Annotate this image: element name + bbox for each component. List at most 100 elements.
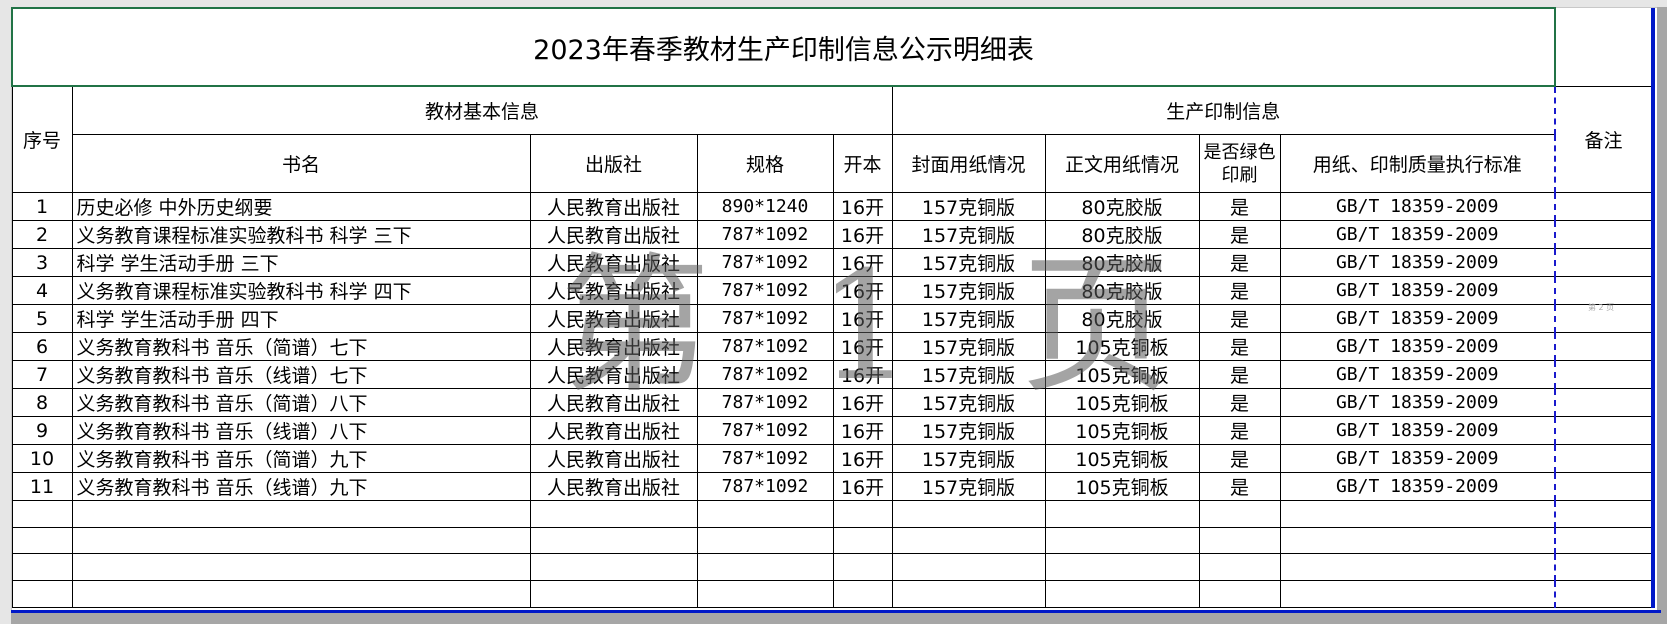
cell-spec[interactable] (696, 580, 834, 608)
cell-publisher[interactable] (529, 526, 698, 555)
cell-green-print[interactable]: 是 (1198, 472, 1281, 501)
header-spec[interactable]: 规格 (696, 134, 834, 193)
cell-spec[interactable]: 787*1092 (696, 332, 834, 361)
cell-no[interactable]: 6 (11, 332, 73, 361)
cell-book-name[interactable] (71, 553, 531, 582)
cell-remark[interactable] (1554, 360, 1655, 389)
cell-cover-paper[interactable]: 157克铜版 (891, 388, 1046, 417)
cell-format[interactable] (832, 500, 893, 528)
cell-book-name[interactable]: 义务教育教科书 音乐（简谱）七下 (71, 332, 531, 361)
cell-spec[interactable] (696, 553, 834, 582)
cell-format[interactable]: 16开 (832, 192, 893, 221)
cell-body-paper[interactable] (1044, 580, 1200, 608)
cell-standard[interactable]: GB/T 18359-2009 (1279, 332, 1556, 361)
cell-format[interactable]: 16开 (832, 304, 893, 333)
cell-publisher[interactable]: 人民教育出版社 (529, 304, 698, 333)
cell-cover-paper[interactable]: 157克铜版 (891, 276, 1046, 305)
cell-spec[interactable] (696, 500, 834, 528)
cell-body-paper[interactable]: 105克铜板 (1044, 416, 1200, 445)
cell-publisher[interactable]: 人民教育出版社 (529, 332, 698, 361)
cell-format[interactable] (832, 553, 893, 582)
cell-remark[interactable] (1554, 388, 1655, 417)
cell-no[interactable]: 2 (11, 220, 73, 249)
cell-book-name[interactable]: 义务教育课程标准实验教科书 科学 四下 (71, 276, 531, 305)
cell-remark[interactable] (1554, 192, 1655, 221)
cell-publisher[interactable] (529, 553, 698, 582)
cell-spec[interactable]: 787*1092 (696, 276, 834, 305)
header-format[interactable]: 开本 (832, 134, 893, 193)
cell-format[interactable]: 16开 (832, 360, 893, 389)
cell-green-print[interactable] (1198, 500, 1281, 528)
cell-standard[interactable]: GB/T 18359-2009 (1279, 416, 1556, 445)
cell-cover-paper[interactable] (891, 553, 1046, 582)
header-standard[interactable]: 用纸、印制质量执行标准 (1279, 134, 1556, 193)
cell-format[interactable]: 16开 (832, 220, 893, 249)
cell-body-paper[interactable]: 80克胶版 (1044, 248, 1200, 277)
cell-spec[interactable]: 787*1092 (696, 360, 834, 389)
cell-no[interactable]: 7 (11, 360, 73, 389)
cell-publisher[interactable]: 人民教育出版社 (529, 248, 698, 277)
cell-spec[interactable]: 787*1092 (696, 248, 834, 277)
cell-green-print[interactable]: 是 (1198, 304, 1281, 333)
cell-standard[interactable]: GB/T 18359-2009 (1279, 276, 1556, 305)
cell-standard[interactable]: GB/T 18359-2009 (1279, 360, 1556, 389)
cell-format[interactable]: 16开 (832, 472, 893, 501)
cell-body-paper[interactable] (1044, 553, 1200, 582)
cell-standard[interactable]: GB/T 18359-2009 (1279, 304, 1556, 333)
cell-standard[interactable] (1279, 553, 1556, 582)
cell-j1[interactable] (1554, 8, 1655, 87)
cell-format[interactable] (832, 580, 893, 608)
cell-publisher[interactable]: 人民教育出版社 (529, 388, 698, 417)
cell-cover-paper[interactable] (891, 580, 1046, 608)
cell-body-paper[interactable] (1044, 500, 1200, 528)
cell-no[interactable]: 11 (11, 472, 73, 501)
cell-publisher[interactable]: 人民教育出版社 (529, 276, 698, 305)
cell-spec[interactable]: 787*1092 (696, 444, 834, 473)
cell-spec[interactable] (696, 526, 834, 555)
cell-spec[interactable]: 890*1240 (696, 192, 834, 221)
cell-format[interactable]: 16开 (832, 388, 893, 417)
cell-format[interactable]: 16开 (832, 276, 893, 305)
cell-book-name[interactable]: 科学 学生活动手册 四下 (71, 304, 531, 333)
header-body-paper[interactable]: 正文用纸情况 (1044, 134, 1200, 193)
cell-body-paper[interactable]: 105克铜板 (1044, 360, 1200, 389)
cell-no[interactable]: 3 (11, 248, 73, 277)
cell-publisher[interactable]: 人民教育出版社 (529, 472, 698, 501)
cell-body-paper[interactable]: 105克铜板 (1044, 444, 1200, 473)
cell-remark[interactable] (1554, 500, 1655, 528)
cell-spec[interactable]: 787*1092 (696, 220, 834, 249)
header-seq[interactable]: 序号 (11, 85, 73, 193)
cell-book-name[interactable]: 科学 学生活动手册 三下 (71, 248, 531, 277)
cell-cover-paper[interactable]: 157克铜版 (891, 192, 1046, 221)
cell-book-name[interactable]: 义务教育教科书 音乐（线谱）九下 (71, 472, 531, 501)
cell-cover-paper[interactable]: 157克铜版 (891, 472, 1046, 501)
cell-format[interactable]: 16开 (832, 444, 893, 473)
header-book-name[interactable]: 书名 (71, 134, 531, 193)
cell-remark[interactable] (1554, 526, 1655, 555)
cell-body-paper[interactable]: 80克胶版 (1044, 276, 1200, 305)
cell-cover-paper[interactable]: 157克铜版 (891, 416, 1046, 445)
cell-green-print[interactable] (1198, 580, 1281, 608)
cell-cover-paper[interactable]: 157克铜版 (891, 332, 1046, 361)
cell-no[interactable] (11, 553, 73, 582)
cell-standard[interactable] (1279, 580, 1556, 608)
cell-standard[interactable]: GB/T 18359-2009 (1279, 220, 1556, 249)
cell-standard[interactable]: GB/T 18359-2009 (1279, 388, 1556, 417)
sheet-title[interactable]: 2023年春季教材生产印制信息公示明细表 (11, 7, 1556, 87)
cell-publisher[interactable]: 人民教育出版社 (529, 220, 698, 249)
cell-no[interactable]: 1 (11, 192, 73, 221)
cell-spec[interactable]: 787*1092 (696, 304, 834, 333)
cell-remark[interactable] (1554, 304, 1655, 333)
cell-no[interactable]: 4 (11, 276, 73, 305)
cell-standard[interactable]: GB/T 18359-2009 (1279, 248, 1556, 277)
cell-format[interactable]: 16开 (832, 416, 893, 445)
cell-book-name[interactable]: 义务教育教科书 音乐（线谱）七下 (71, 360, 531, 389)
cell-book-name[interactable]: 义务教育教科书 音乐（简谱）八下 (71, 388, 531, 417)
cell-green-print[interactable]: 是 (1198, 248, 1281, 277)
cell-no[interactable]: 8 (11, 388, 73, 417)
cell-standard[interactable]: GB/T 18359-2009 (1279, 192, 1556, 221)
cell-remark[interactable] (1554, 220, 1655, 249)
cell-cover-paper[interactable]: 157克铜版 (891, 304, 1046, 333)
cell-body-paper[interactable]: 80克胶版 (1044, 220, 1200, 249)
cell-cover-paper[interactable] (891, 500, 1046, 528)
